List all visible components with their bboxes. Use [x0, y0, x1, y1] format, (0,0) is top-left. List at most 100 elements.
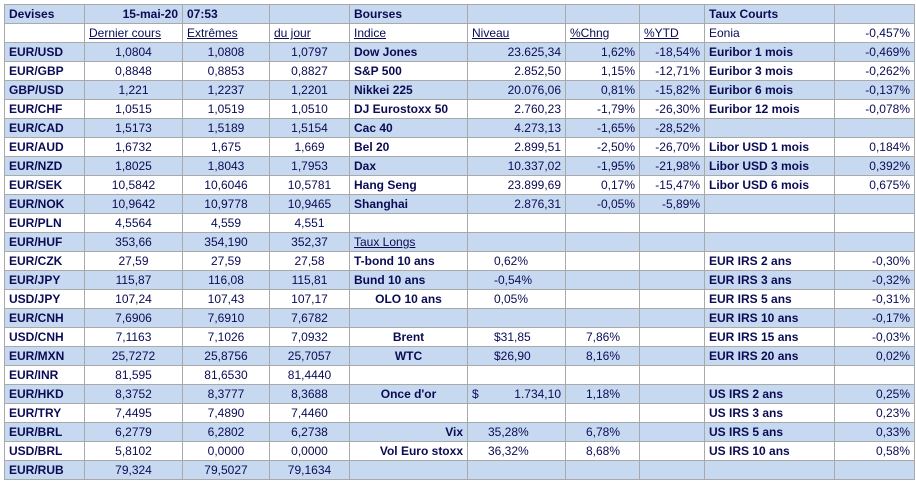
table-cell: EUR/AUD: [4, 137, 85, 157]
table-cell: [704, 194, 835, 214]
table-cell: 0,0000: [269, 441, 350, 461]
table-cell: -0,457%: [834, 23, 915, 43]
table-cell: 0,8827: [269, 61, 350, 81]
table-row: Dernier cours Extrêmes du jour Indice Niveau…: [4, 23, 915, 43]
table-cell: EUR/INR: [4, 365, 85, 385]
table-cell: 07:53: [182, 4, 270, 24]
table-cell: 0,8853: [182, 61, 270, 81]
table-cell: -0,32%: [834, 270, 915, 290]
table-cell: [704, 118, 835, 138]
table-cell: 1,669: [269, 137, 350, 157]
table-cell: [639, 384, 705, 404]
table-cell: 6,78%: [565, 422, 640, 442]
table-cell: [639, 441, 705, 461]
table-cell: 10,9778: [182, 194, 270, 214]
table-cell: -1,95%: [565, 156, 640, 176]
table-cell: [565, 4, 640, 24]
table-row: EUR/HUF 353,66 354,190 352,37 Taux Longs: [4, 232, 915, 252]
table-cell: Extrêmes: [182, 23, 270, 43]
table-cell: 1,2201: [269, 80, 350, 100]
table-cell: -0,05%: [565, 194, 640, 214]
table-cell: 7,6906: [84, 308, 183, 328]
table-row: Devises 15-mai-20 07:53 Bourses Taux Courts: [4, 4, 915, 24]
table-row: USD/CNH 7,1163 7,1026 7,0932 Brent $31,85 7,86…: [4, 327, 915, 347]
table-cell: 0,184%: [834, 137, 915, 157]
table-cell: 1,62%: [565, 42, 640, 62]
table-cell: [639, 213, 705, 233]
table-cell: USD/BRL: [4, 441, 85, 461]
table-cell: 1,18%: [565, 384, 640, 404]
table-cell: 81,4440: [269, 365, 350, 385]
table-cell: 7,6782: [269, 308, 350, 328]
table-cell: US IRS 5 ans: [704, 422, 835, 442]
table-cell: 79,324: [84, 460, 183, 480]
table-cell: Taux Courts: [704, 4, 835, 24]
table-cell: 10,6046: [182, 175, 270, 195]
table-cell: -26,30%: [639, 99, 705, 119]
table-cell: 1,6732: [84, 137, 183, 157]
table-cell: Vix: [349, 422, 468, 442]
table-cell: 0,8848: [84, 61, 183, 81]
table-cell: WTC: [349, 346, 468, 366]
table-cell: 107,43: [182, 289, 270, 309]
table-cell: -15,82%: [639, 80, 705, 100]
table-cell: 0,05%: [467, 289, 566, 309]
table-cell: 1,2237: [182, 80, 270, 100]
table-cell: [467, 232, 566, 252]
table-row: EUR/MXN 25,7272 25,8756 25,7057 WTC $26,90 8,1…: [4, 346, 915, 366]
table-cell: -2,50%: [565, 137, 640, 157]
table-cell: 2.876,31: [467, 194, 566, 214]
table-cell: 20.076,06: [467, 80, 566, 100]
table-cell: 7,4495: [84, 403, 183, 423]
table-row: EUR/CAD 1,5173 1,5189 1,5154 Cac 40 4.273,13-…: [4, 118, 915, 138]
table-cell: [349, 403, 468, 423]
table-cell: -0,262%: [834, 61, 915, 81]
table-cell: Devises: [4, 4, 85, 24]
table-cell: -0,30%: [834, 251, 915, 271]
table-cell: -28,52%: [639, 118, 705, 138]
table-cell: Euribor 1 mois: [704, 42, 835, 62]
table-cell: Dow Jones: [349, 42, 468, 62]
table-cell: EUR IRS 10 ans: [704, 308, 835, 328]
table-cell: EUR/HKD: [4, 384, 85, 404]
table-cell: [269, 4, 350, 24]
table-cell: 0,81%: [565, 80, 640, 100]
table-cell: [467, 365, 566, 385]
table-cell: 115,81: [269, 270, 350, 290]
table-cell: EUR/GBP: [4, 61, 85, 81]
table-cell: [639, 232, 705, 252]
table-cell: 1,0515: [84, 99, 183, 119]
table-cell: 7,1163: [84, 327, 183, 347]
table-cell: 8,3777: [182, 384, 270, 404]
quotes-board: Devises 15-mai-20 07:53 Bourses Taux Courts D…: [4, 4, 915, 480]
table-row: EUR/SEK 10,5842 10,6046 10,5781 Hang Seng 23.…: [4, 175, 915, 195]
table-cell: [834, 4, 915, 24]
table-cell: Bel 20: [349, 137, 468, 157]
table-cell: 7,1026: [182, 327, 270, 347]
table-cell: 10,9465: [269, 194, 350, 214]
table-cell: [565, 308, 640, 328]
table-cell: EUR/TRY: [4, 403, 85, 423]
table-cell: 2.852,50: [467, 61, 566, 81]
table-cell: [467, 460, 566, 480]
table-cell: 10,5842: [84, 175, 183, 195]
table-cell: 0,58%: [834, 441, 915, 461]
table-cell: -15,47%: [639, 175, 705, 195]
quotes-table: Devises 15-mai-20 07:53 Bourses Taux Courts D…: [4, 4, 915, 480]
table-cell: -1,79%: [565, 99, 640, 119]
table-cell: [704, 232, 835, 252]
table-cell: 1,0808: [182, 42, 270, 62]
table-cell: 352,37: [269, 232, 350, 252]
table-cell: 81,6530: [182, 365, 270, 385]
table-cell: $1.734,10: [467, 384, 566, 404]
table-cell: 4,559: [182, 213, 270, 233]
table-cell: Niveau: [467, 23, 566, 43]
table-cell: Cac 40: [349, 118, 468, 138]
table-cell: Indice: [349, 23, 468, 43]
table-cell: [349, 308, 468, 328]
table-cell: 0,62%: [467, 251, 566, 271]
table-cell: 0,25%: [834, 384, 915, 404]
table-cell: 7,6910: [182, 308, 270, 328]
table-cell: 0,0000: [182, 441, 270, 461]
table-cell: 4.273,13: [467, 118, 566, 138]
